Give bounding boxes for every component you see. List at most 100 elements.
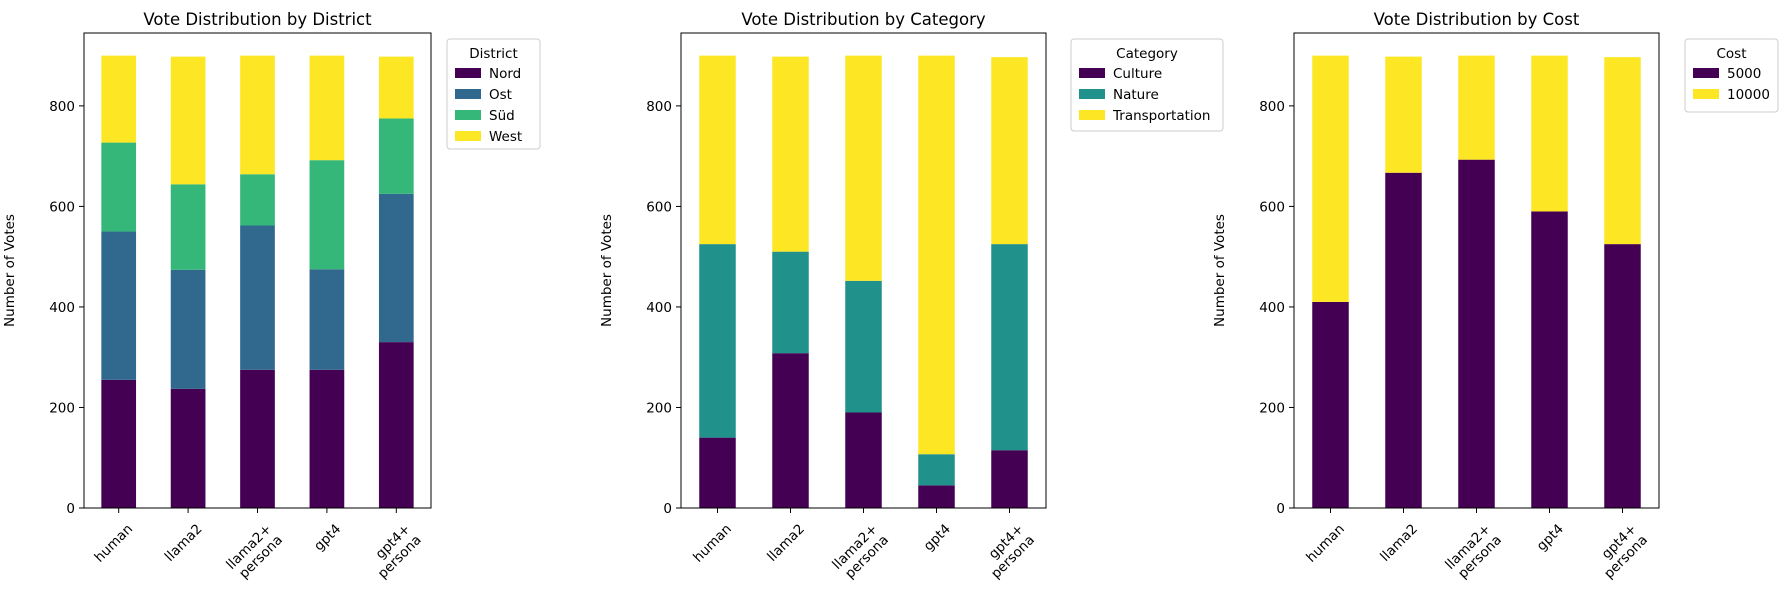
bar-nord-3 bbox=[240, 369, 275, 508]
bar-culture-2 bbox=[772, 353, 809, 508]
y-tick-label: 600 bbox=[1259, 199, 1285, 215]
bar-nord-5 bbox=[378, 342, 414, 508]
y-tick-label: 200 bbox=[646, 400, 672, 416]
y-tick-label: 0 bbox=[663, 501, 672, 517]
x-tick-label-line: gpt4 bbox=[311, 521, 344, 554]
legend-label: Nature bbox=[1113, 87, 1159, 103]
legend-label: Transportation bbox=[1112, 108, 1210, 124]
bar-west-3 bbox=[240, 55, 275, 175]
x-tick-label: llama2 bbox=[1377, 521, 1421, 565]
legend-swatch bbox=[1693, 68, 1719, 78]
bar-s-d-3 bbox=[240, 174, 275, 226]
bar-nord-4 bbox=[309, 369, 345, 508]
x-tick-label: llama2 bbox=[162, 521, 206, 565]
legend: District Nord Ost Süd West bbox=[446, 38, 541, 150]
plot-frame bbox=[680, 32, 1047, 509]
bar-s-d-2 bbox=[170, 184, 206, 270]
y-tick-label: 600 bbox=[646, 199, 672, 215]
legend: Category Culture Nature Transportation bbox=[1070, 38, 1224, 132]
bar-transportation-4 bbox=[918, 55, 955, 455]
legend-swatch bbox=[455, 68, 481, 78]
bar-transportation-1 bbox=[699, 55, 736, 245]
x-tick-label-line: human bbox=[1303, 521, 1348, 566]
bar-culture-5 bbox=[991, 450, 1028, 508]
y-tick-label: 400 bbox=[49, 300, 75, 316]
bar-culture-3 bbox=[845, 412, 882, 508]
bar-culture-1 bbox=[699, 437, 736, 508]
bar-ost-4 bbox=[309, 269, 345, 370]
x-tick-label: gpt4+persona bbox=[977, 521, 1038, 582]
bar-nature-3 bbox=[845, 280, 882, 413]
legend-swatch bbox=[455, 131, 481, 141]
chart-title: Vote Distribution by Cost bbox=[1374, 10, 1580, 29]
bar-west-2 bbox=[170, 56, 206, 185]
legend-swatch bbox=[455, 89, 481, 99]
y-tick-label: 0 bbox=[1276, 501, 1285, 517]
bar-west-4 bbox=[309, 55, 345, 161]
y-tick-label: 800 bbox=[1259, 99, 1285, 115]
y-tick-label: 800 bbox=[49, 99, 75, 115]
x-tick-label-line: llama2 bbox=[162, 521, 206, 565]
y-tick-label: 200 bbox=[1259, 400, 1285, 416]
bar-ost-1 bbox=[101, 231, 137, 380]
x-tick-label-line: gpt4 bbox=[921, 521, 954, 554]
x-tick-label-line: llama2 bbox=[1377, 521, 1421, 565]
legend-title: Cost bbox=[1716, 46, 1746, 62]
legend-box bbox=[446, 38, 541, 150]
bar-nature-2 bbox=[772, 251, 809, 354]
bar-10000-2 bbox=[1385, 56, 1422, 173]
legend-title: District bbox=[469, 46, 518, 62]
plot-frame bbox=[83, 32, 432, 509]
bar-transportation-3 bbox=[845, 55, 882, 281]
x-tick-label: human bbox=[690, 521, 735, 566]
bar-west-5 bbox=[378, 56, 414, 119]
legend-swatch bbox=[1079, 89, 1105, 99]
x-tick-label-line: gpt4 bbox=[1534, 521, 1567, 554]
x-tick-label: human bbox=[92, 521, 137, 566]
legend-label: Culture bbox=[1113, 66, 1162, 82]
legend-label: 5000 bbox=[1727, 66, 1761, 82]
x-tick-label-line: human bbox=[690, 521, 735, 566]
bar-west-1 bbox=[101, 55, 137, 143]
legend-label: Süd bbox=[489, 108, 515, 124]
bar-10000-3 bbox=[1458, 55, 1495, 160]
x-tick-label: gpt4 bbox=[921, 521, 954, 554]
bar-10000-4 bbox=[1531, 55, 1568, 212]
legend-title: Category bbox=[1116, 46, 1178, 62]
y-axis-label: Number of Votes bbox=[599, 214, 615, 327]
chart-panel-3: Vote Distribution by Cost Number of Votes… bbox=[1212, 10, 1779, 584]
x-tick-label: gpt4 bbox=[311, 521, 344, 554]
x-tick-label: llama2+persona bbox=[223, 521, 286, 584]
bar-transportation-2 bbox=[772, 56, 809, 252]
legend-label: Nord bbox=[489, 66, 521, 82]
bar-5000-4 bbox=[1531, 211, 1568, 508]
bar-nature-1 bbox=[699, 244, 736, 438]
legend-label: West bbox=[489, 129, 522, 145]
bar-nature-4 bbox=[918, 454, 955, 486]
y-tick-label: 800 bbox=[646, 99, 672, 115]
legend-swatch bbox=[1079, 110, 1105, 120]
x-tick-label: llama2+persona bbox=[1442, 521, 1505, 584]
legend-swatch bbox=[455, 110, 481, 120]
plot-frame bbox=[1293, 32, 1660, 509]
x-tick-label: llama2+persona bbox=[829, 521, 892, 584]
y-axis-label: Number of Votes bbox=[1212, 214, 1228, 327]
bar-ost-5 bbox=[378, 193, 414, 343]
x-tick-label: gpt4 bbox=[1534, 521, 1567, 554]
bar-transportation-5 bbox=[991, 57, 1028, 245]
y-tick-label: 200 bbox=[49, 400, 75, 416]
bar-s-d-1 bbox=[101, 142, 137, 232]
bar-ost-3 bbox=[240, 225, 275, 370]
bar-5000-2 bbox=[1385, 172, 1422, 508]
x-tick-label: llama2 bbox=[764, 521, 808, 565]
bar-s-d-5 bbox=[378, 118, 414, 194]
bar-nord-1 bbox=[101, 379, 137, 508]
y-axis-label: Number of Votes bbox=[2, 214, 18, 327]
y-tick-label: 400 bbox=[646, 300, 672, 316]
x-tick-label: human bbox=[1303, 521, 1348, 566]
bar-culture-4 bbox=[918, 485, 955, 508]
chart-panel-1: Vote Distribution by District Number of V… bbox=[2, 10, 541, 584]
legend-swatch bbox=[1693, 89, 1719, 99]
bar-nord-2 bbox=[170, 388, 206, 508]
legend-label: 10000 bbox=[1727, 87, 1770, 103]
